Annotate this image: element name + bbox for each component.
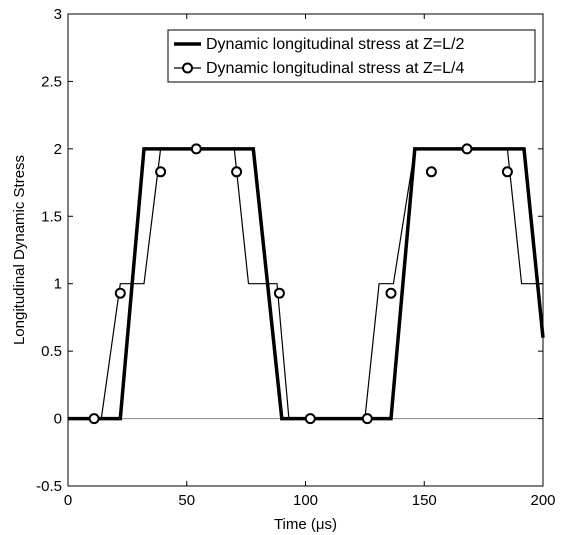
x-tick-label: 150 [412, 492, 437, 509]
x-tick-label: 0 [64, 492, 72, 509]
y-axis-label: Longitudinal Dynamic Stress [11, 155, 28, 345]
series-2-marker [114, 287, 126, 299]
series-2-marker [304, 413, 316, 425]
series-2-marker [501, 166, 513, 178]
legend: Dynamic longitudinal stress at Z=L/2 Dyn… [167, 29, 536, 83]
x-axis-label: Time (μs) [274, 516, 337, 533]
y-tick-label: 1 [54, 276, 62, 293]
plot-area [68, 14, 543, 486]
series-layer [68, 143, 545, 425]
y-tick-label: 0 [54, 411, 62, 428]
legend-label-series-1: Dynamic longitudinal stress at Z=L/2 [206, 36, 464, 53]
series-2-marker [273, 287, 285, 299]
series-2-marker [461, 143, 473, 155]
series-2-marker [385, 287, 397, 299]
series-line-2 [68, 148, 543, 420]
series-2-marker [425, 166, 437, 178]
legend-label-series-2: Dynamic longitudinal stress at Z=L/4 [206, 60, 464, 77]
legend-marker-series-2 [182, 62, 193, 74]
y-tick-label: 1.5 [41, 208, 62, 225]
series-2-marker [190, 143, 202, 155]
x-tick-label: 50 [178, 492, 195, 509]
y-tick-label: 0.5 [41, 343, 62, 360]
axis-layer: 0 50 100 150 200-0.500.511.522.53 [36, 6, 555, 509]
y-tick-label: 2 [54, 141, 62, 158]
series-2-marker [155, 166, 167, 178]
series-2-marker [88, 413, 100, 425]
x-tick-label: 200 [530, 492, 555, 509]
legend-box [167, 29, 536, 83]
y-tick-label: 3 [54, 6, 62, 23]
x-tick-label: 100 [293, 492, 318, 509]
series-2-marker [231, 166, 243, 178]
series-2-marker [361, 413, 373, 425]
y-tick-label: -0.5 [36, 478, 62, 495]
y-tick-label: 2.5 [41, 73, 62, 90]
